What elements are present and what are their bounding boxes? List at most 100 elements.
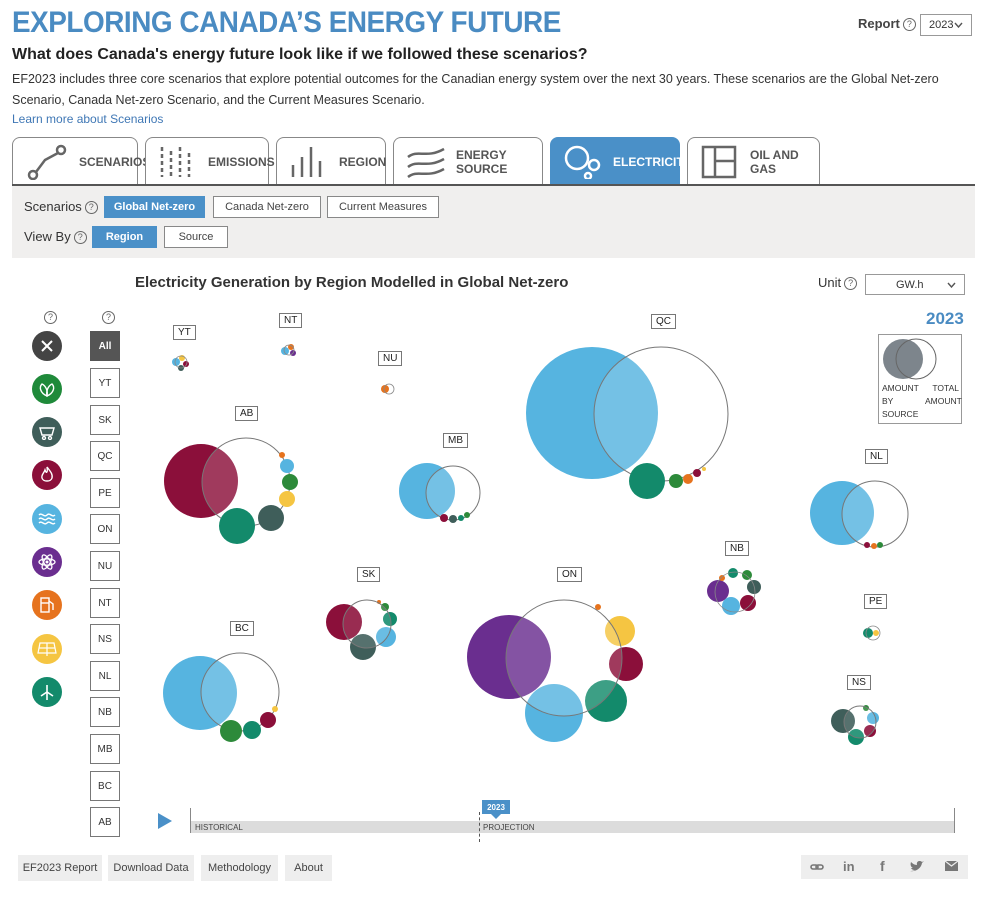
region-label-nu: NU [378,351,403,366]
region-cluster-yt[interactable] [172,355,189,371]
play-icon[interactable] [156,811,174,831]
scenarios-help-icon[interactable]: ? [84,201,98,215]
tab-electricity[interactable]: ELECTRICITY [550,137,692,185]
region-cluster-nl[interactable] [810,480,909,549]
source-clear-button[interactable] [32,331,62,361]
unit-help-icon[interactable]: ? [844,277,858,291]
scenario-global-net-zero[interactable]: Global Net-zero [104,196,205,218]
footer-methodology[interactable]: Methodology [201,855,278,881]
source-natural-gas-button[interactable] [32,460,62,490]
atom-icon [38,554,56,570]
close-icon [41,340,53,352]
region-btn-sk[interactable]: SK [90,405,120,435]
region-btn-ns[interactable]: NS [90,624,120,654]
legend-total-amount: TOTAL AMOUNT [925,383,962,406]
region-cluster-nb[interactable] [707,568,761,615]
region-btn-all[interactable]: All [90,331,120,361]
region-btn-ab[interactable]: AB [90,807,120,837]
source-solar-button[interactable] [32,634,62,664]
footer-ef2023-report[interactable]: EF2023 Report [18,855,102,881]
report-help-icon[interactable]: ? [902,18,916,32]
region-btn-nb[interactable]: NB [90,697,120,727]
twitter-icon[interactable] [909,860,925,873]
learn-more-link[interactable]: Learn more about Scenarios [12,112,164,126]
emissions-icon [160,146,191,177]
tabs-underline [12,184,975,186]
report-select[interactable]: 2023 [920,14,972,36]
scenario-canada-net-zero[interactable]: Canada Net-zero [213,196,321,218]
email-icon[interactable] [945,861,958,871]
view-by-label: View By? [24,229,87,245]
region-cluster-sk[interactable] [326,599,397,660]
source-oil-button[interactable] [32,590,62,620]
region-btn-qc[interactable]: QC [90,441,120,471]
view-by-source[interactable]: Source [164,226,228,248]
source-hydro-button[interactable] [32,504,62,534]
timeline-track[interactable] [190,821,954,833]
tab-emissions[interactable]: EMISSIONS [145,137,275,185]
region-label-yt: YT [173,325,196,340]
timeline-year-marker[interactable]: 2023 [482,800,510,814]
region-help-icon[interactable]: ? [102,311,115,325]
region-cluster-nu[interactable] [381,383,395,395]
source-help-icon[interactable]: ? [44,311,57,325]
tab-region[interactable]: REGION [276,137,386,185]
region-btn-pe[interactable]: PE [90,478,120,508]
link-icon[interactable] [810,861,824,873]
view-by-help-icon[interactable]: ? [73,231,87,245]
tab-oil-and-gas[interactable]: OIL AND GAS [687,137,820,185]
region-cluster-bc[interactable] [163,652,280,742]
source-nuclear-button[interactable] [32,547,62,577]
share-bar [801,855,968,879]
region-btn-nu[interactable]: NU [90,551,120,581]
marker-pointer [491,814,501,819]
region-cluster-on[interactable] [467,599,643,742]
region-label-sk: SK [357,567,381,582]
tab-energy-source[interactable]: ENERGY SOURCE [393,137,543,185]
region-label-bc: BC [230,621,254,636]
fuel-pump-icon [40,597,54,613]
source-help[interactable]: ? [41,309,57,327]
region-btn-bc[interactable]: BC [90,771,120,801]
coal-cart-icon [39,427,55,440]
oil-gas-icon [701,145,737,178]
view-by-region[interactable]: Region [92,226,157,248]
region-cluster-ab[interactable] [164,437,298,544]
region-label-pe: PE [864,594,888,609]
region-btn-yt[interactable]: YT [90,368,120,398]
electricity-icon [564,145,601,179]
facebook-icon[interactable]: f [880,858,885,874]
chart-legend: AMOUNT BY SOURCE TOTAL AMOUNT [878,334,962,424]
wind-turbine-icon [40,685,54,700]
scenario-current-measures[interactable]: Current Measures [327,196,439,218]
region-cluster-mb[interactable] [399,463,481,523]
region-help[interactable]: ? [99,309,115,327]
unit-select[interactable]: GW.h [865,274,965,295]
region-cluster-qc[interactable] [526,346,729,499]
region-label-ab: AB [235,406,259,421]
region-cluster-ns[interactable] [831,705,879,745]
timeline-end-tick [954,808,955,833]
intro-text: EF2023 includes three core scenarios tha… [12,72,939,107]
region-label-on: ON [557,567,582,582]
footer-about[interactable]: About [285,855,332,881]
region-btn-on[interactable]: ON [90,514,120,544]
source-coal-button[interactable] [32,417,62,447]
source-biomass-button[interactable] [32,374,62,404]
timeline-projection-label: PROJECTION [483,823,535,832]
region-cluster-pe[interactable] [863,625,881,641]
linkedin-icon[interactable]: in [843,859,855,874]
scenarios-label: Scenarios? [24,199,98,215]
source-wind-button[interactable] [32,677,62,707]
region-cluster-nt[interactable] [281,344,296,356]
region-btn-nl[interactable]: NL [90,661,120,691]
tab-scenarios[interactable]: SCENARIOS [12,137,150,185]
region-btn-mb[interactable]: MB [90,734,120,764]
leaf-icon [39,383,55,397]
footer-download-data[interactable]: Download Data [108,855,194,881]
region-btn-nt[interactable]: NT [90,588,120,618]
report-label: Report? [858,16,916,32]
year-indicator: 2023 [926,309,964,328]
timeline-divider [479,812,480,842]
